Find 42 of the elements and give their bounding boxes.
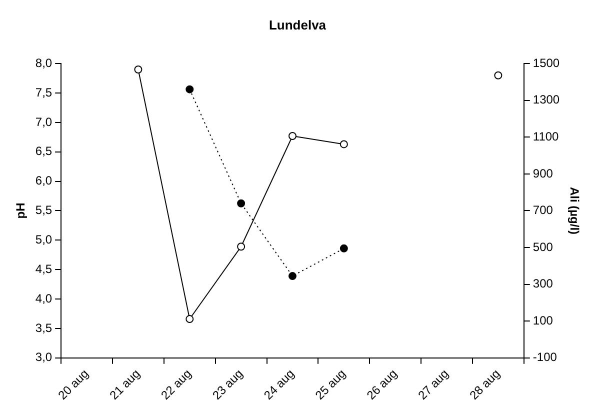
point [237, 199, 246, 208]
y-tick-label: 5,5 [35, 203, 52, 218]
point [288, 272, 296, 280]
y2-tick-label: 1500 [532, 56, 560, 70]
y-tick-label: 6,0 [35, 174, 52, 188]
y-tick-label: 3,5 [35, 320, 52, 335]
y2-tick-label: 700 [532, 203, 554, 218]
y2-tick-label: 1100 [532, 129, 560, 144]
point [186, 85, 194, 94]
y-tick-label: 7,0 [35, 114, 52, 129]
y-tick-label: 5,0 [35, 232, 52, 246]
y-tick-label: 6,5 [35, 144, 52, 158]
y-axis-title: pH [14, 202, 28, 219]
x-tick-label: 21 aug [106, 366, 143, 402]
x-tick-label: 27 aug [415, 366, 452, 402]
y2-tick-label: 1300 [532, 92, 560, 107]
x-tick-label: 24 aug [261, 366, 297, 402]
y2-axis-title: Ali (µg/l) [567, 186, 582, 235]
y-tick-label: 3,0 [35, 350, 52, 364]
point [340, 244, 348, 252]
y2-tick-label: -100 [532, 350, 558, 364]
y2-tick-label: 300 [532, 276, 554, 291]
point [340, 140, 348, 148]
x-tick-label: 20 aug [55, 366, 92, 402]
x-tick-label: 28 aug [466, 366, 503, 402]
x-tick-label: 26 aug [364, 366, 400, 402]
y2-tick-label: 900 [532, 166, 554, 180]
y2-tick-label: 100 [532, 313, 554, 328]
y-tick-label: 4,5 [35, 262, 52, 276]
x-tick-label: 25 aug [312, 366, 348, 402]
y2-tick-label: 500 [532, 240, 554, 254]
point [288, 132, 296, 140]
chart-title: Lundelva [268, 17, 327, 32]
x-tick-label: 22 aug [158, 366, 194, 402]
point [494, 71, 502, 80]
point [134, 65, 142, 74]
y-tick-label: 7,5 [35, 85, 52, 100]
point [186, 315, 194, 324]
point [237, 242, 246, 251]
x-tick-label: 23 aug [210, 366, 246, 402]
y-tick-label: 4,0 [35, 291, 52, 306]
y-tick-label: 8,0 [35, 56, 52, 70]
